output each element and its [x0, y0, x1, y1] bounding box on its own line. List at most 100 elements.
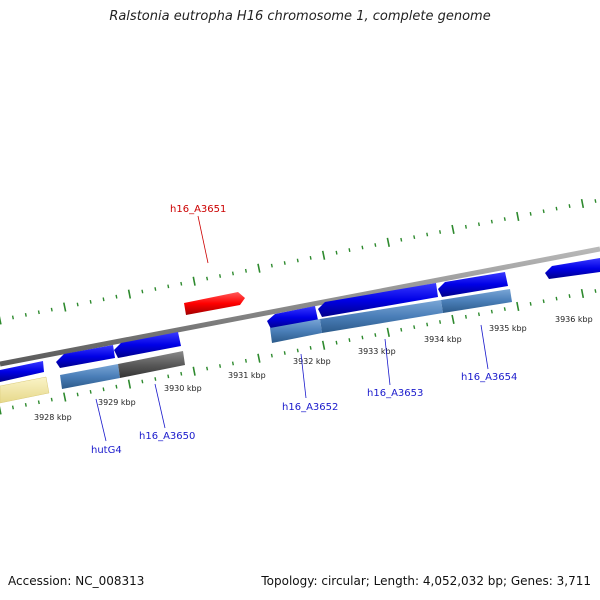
ruler-label: 3936 kbp	[555, 315, 593, 324]
major-tick	[580, 198, 585, 209]
minor-tick	[529, 301, 532, 306]
minor-tick	[283, 351, 286, 355]
minor-tick	[102, 387, 105, 392]
minor-tick	[206, 276, 209, 281]
gene-block[interactable]	[270, 319, 322, 343]
minor-tick	[464, 224, 467, 229]
minor-tick	[400, 327, 403, 332]
minor-tick	[568, 204, 571, 209]
major-tick	[257, 353, 261, 363]
minor-tick	[167, 284, 170, 289]
minor-tick	[270, 263, 273, 268]
gene-block[interactable]	[60, 364, 120, 389]
minor-tick	[24, 402, 27, 407]
gene-block[interactable]	[320, 300, 443, 333]
ruler-label: 3934 kbp	[424, 335, 462, 344]
gene-block-gray[interactable]	[118, 351, 185, 378]
gene-label-h16-a3652[interactable]: h16_A3652	[282, 402, 338, 413]
cds-arrow[interactable]	[318, 283, 438, 317]
minor-tick	[270, 353, 273, 358]
minor-tick	[542, 209, 545, 214]
minor-tick	[400, 237, 403, 242]
major-tick	[516, 211, 520, 222]
major-tick	[127, 289, 132, 299]
minor-tick	[154, 377, 157, 381]
gene-label-h16-a3654[interactable]: h16_A3654	[461, 372, 517, 383]
gene-label-h16-a3650[interactable]: h16_A3650	[139, 431, 195, 442]
leader-line-h16-a3652	[300, 353, 307, 399]
minor-tick	[413, 325, 416, 330]
minor-tick	[503, 307, 506, 311]
minor-tick	[37, 310, 40, 315]
upper-tick-track	[0, 198, 597, 325]
major-tick	[451, 314, 455, 324]
minor-tick	[426, 232, 429, 237]
cds-arrow[interactable]	[545, 258, 600, 279]
minor-tick	[89, 389, 92, 394]
minor-tick	[231, 361, 234, 366]
minor-tick	[309, 345, 312, 350]
minor-tick	[154, 287, 157, 291]
minor-tick	[335, 340, 338, 345]
cds-arrow[interactable]	[0, 361, 44, 382]
ruler-label: 3930 kbp	[164, 384, 202, 393]
major-tick	[63, 302, 67, 312]
leader-line-h16-a3650	[154, 383, 166, 429]
cds-arrow[interactable]	[56, 345, 115, 368]
minor-tick	[503, 217, 506, 221]
ruler-label: 3933 kbp	[358, 347, 396, 356]
ruler-labels: 3928 kbp 3929 kbp 3930 kbp 3931 kbp 3932…	[34, 315, 593, 422]
minor-tick	[296, 348, 299, 353]
lower-tick-track	[0, 288, 597, 415]
cds-arrow[interactable]	[267, 306, 318, 329]
minor-tick	[413, 235, 416, 240]
minor-tick	[555, 296, 558, 301]
minor-tick	[167, 374, 170, 379]
major-tick	[580, 288, 585, 299]
minor-tick	[219, 364, 222, 368]
minor-tick	[141, 379, 144, 384]
minor-tick	[374, 333, 377, 337]
minor-tick	[594, 199, 597, 203]
minor-tick	[180, 371, 183, 376]
gene-label-h16-a3651[interactable]: h16_A3651	[170, 204, 226, 215]
ruler-label: 3931 kbp	[228, 371, 266, 380]
cds-arrow[interactable]	[114, 332, 181, 358]
cds-arrow[interactable]	[438, 272, 508, 297]
ruler-label: 3928 kbp	[34, 413, 72, 422]
major-tick	[257, 263, 261, 273]
minor-tick	[542, 299, 545, 304]
minor-tick	[374, 243, 377, 247]
minor-tick	[141, 289, 144, 294]
minor-tick	[206, 366, 209, 371]
leader-line-h16-a3651	[197, 215, 209, 264]
minor-tick	[283, 261, 286, 265]
feature-yellow[interactable]	[0, 376, 50, 404]
gene-label-hutg4[interactable]: hutG4	[91, 445, 122, 456]
major-tick	[516, 301, 520, 312]
major-tick	[127, 379, 132, 389]
gene-label-h16-a3653[interactable]: h16_A3653	[367, 388, 423, 399]
minor-tick	[296, 258, 299, 263]
cds-arrow-h16-a3651[interactable]	[184, 292, 245, 315]
minor-tick	[219, 274, 222, 278]
minor-tick	[89, 299, 92, 304]
minor-tick	[231, 271, 234, 276]
minor-tick	[102, 297, 105, 302]
major-tick	[321, 250, 326, 260]
minor-tick	[529, 211, 532, 216]
ruler-label: 3929 kbp	[98, 398, 136, 407]
minor-tick	[555, 206, 558, 211]
minor-tick	[361, 335, 364, 340]
leader-line-h16-a3653	[384, 338, 391, 386]
minor-tick	[464, 314, 467, 319]
minor-tick	[594, 289, 597, 293]
minor-tick	[24, 312, 27, 317]
gene-block[interactable]	[441, 289, 512, 313]
minor-tick	[180, 281, 183, 286]
minor-tick	[309, 255, 312, 260]
minor-tick	[37, 400, 40, 405]
minor-tick	[361, 245, 364, 250]
minor-tick	[76, 392, 79, 397]
